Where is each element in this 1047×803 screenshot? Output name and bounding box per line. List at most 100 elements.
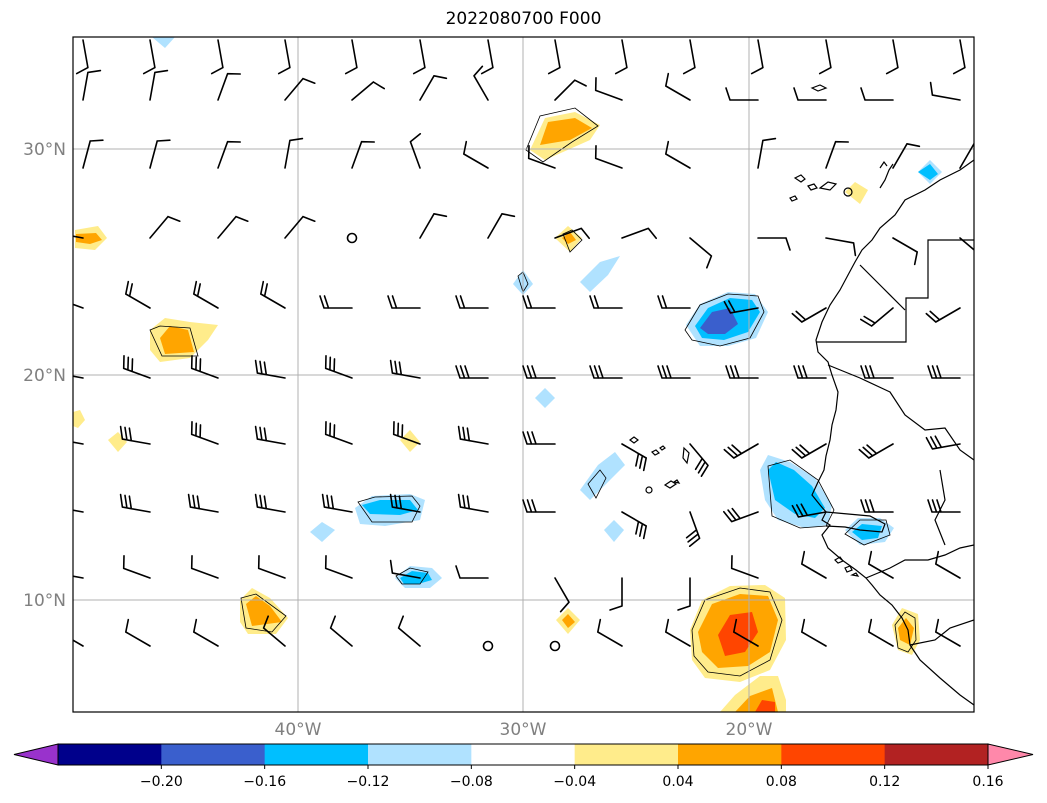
lat-label-10n: 10°N [23, 591, 66, 611]
lat-label-20n: 20°N [23, 366, 66, 386]
contour-line [587, 469, 607, 499]
contour-line [844, 519, 891, 546]
anomaly-shading [73, 37, 942, 712]
wind-barb [284, 137, 304, 169]
wind-barb [351, 140, 375, 169]
wind-barb [750, 39, 764, 75]
colorbar-tick-label: −0.20 [140, 774, 183, 790]
shaded-region [898, 618, 914, 645]
wind-barb [473, 65, 489, 101]
wind-barbs [73, 39, 974, 652]
wind-barb [860, 499, 894, 513]
wind-barb [925, 435, 961, 450]
wind-barb [324, 421, 353, 445]
wind-barb [522, 499, 556, 513]
wind-barb [825, 140, 849, 169]
wind-barb [260, 280, 286, 309]
shaded-region [755, 700, 775, 712]
wind-barb [554, 577, 570, 613]
map-frame [72, 36, 975, 713]
wind-barb [82, 69, 102, 101]
wind-barb [858, 443, 894, 459]
wind-barb [190, 421, 219, 445]
wind-barb [73, 639, 84, 647]
wind-barb [818, 39, 832, 75]
contour-line [240, 593, 287, 633]
wind-barb [730, 555, 759, 579]
map-title: 2022080700 F000 [445, 9, 602, 29]
wind-barb [125, 280, 151, 309]
contour-line [562, 229, 583, 253]
colorbar-frame [57, 743, 989, 766]
wind-barb [892, 143, 921, 169]
wind-barb [554, 79, 587, 101]
lon-label-30w: 30°W [500, 720, 547, 740]
wind-barb [589, 295, 623, 309]
wind-barb [217, 215, 249, 239]
contour-line [894, 611, 917, 653]
lon-label-20w: 20°W [726, 720, 773, 740]
wind-barb [757, 137, 777, 169]
wind-barb [409, 133, 422, 169]
wind-barb [733, 618, 759, 647]
colorbar-tick-label: 0.04 [662, 774, 693, 790]
wind-barb [254, 359, 286, 379]
wind-barb [685, 511, 701, 547]
wind-barb [319, 295, 353, 309]
shaded-region [108, 432, 127, 452]
wind-barb [190, 355, 219, 379]
wind-barb [935, 550, 961, 579]
wind-barb [723, 300, 759, 314]
wind-barb [119, 493, 151, 513]
wind-barb [927, 365, 961, 379]
wind-barb [392, 421, 421, 445]
wind-barb [455, 295, 489, 309]
shaded-region [535, 388, 555, 408]
wind-barb [527, 145, 556, 169]
wind-barb [149, 215, 181, 239]
colorbar-swatch [884, 744, 989, 765]
wind-barb [344, 39, 358, 75]
wind-barb [791, 503, 827, 518]
wind-barb [925, 307, 961, 323]
wind-barb [389, 359, 421, 379]
wind-barb [665, 618, 691, 647]
shaded-region [76, 233, 102, 244]
colorbar-swatch [368, 744, 472, 765]
graticule [73, 37, 974, 712]
colorbar: −0.20 −0.16 −0.12 −0.08 −0.04 0.04 0.08 0.12 0.1… [13, 743, 1034, 790]
wind-barb [149, 69, 169, 101]
wind-barb [457, 425, 489, 445]
lon-label-40w: 40°W [275, 720, 322, 740]
wind-barb [860, 87, 894, 101]
wind-barb [73, 441, 84, 445]
shaded-region [845, 182, 868, 204]
wind-barb [657, 295, 691, 309]
shaded-region [580, 256, 620, 292]
shaded-region [246, 596, 282, 626]
wind-barb [522, 295, 556, 309]
shaded-region [152, 37, 175, 48]
shaded-region [700, 308, 738, 334]
wind-barb [689, 443, 709, 477]
wind-barb [412, 39, 426, 75]
wind-barb [860, 307, 894, 327]
wind-barb [455, 565, 489, 579]
wind-barb [487, 213, 516, 239]
wind-barb [329, 615, 353, 647]
wind-barb [254, 493, 286, 513]
wind-barb [757, 237, 791, 251]
wind-barb [959, 237, 974, 251]
wind-barb [791, 443, 827, 459]
wind-barb [122, 555, 151, 579]
wind-barb [614, 39, 628, 75]
wind-barb [621, 443, 647, 472]
shaded-region [768, 462, 825, 518]
shaded-region [310, 522, 335, 542]
wind-barb [419, 213, 448, 239]
colorbar-tick-label: 0.12 [869, 774, 900, 790]
wind-barb [621, 511, 647, 540]
shaded-region [604, 520, 624, 542]
wind-barb [522, 431, 556, 445]
colorbar-swatch [161, 744, 266, 765]
